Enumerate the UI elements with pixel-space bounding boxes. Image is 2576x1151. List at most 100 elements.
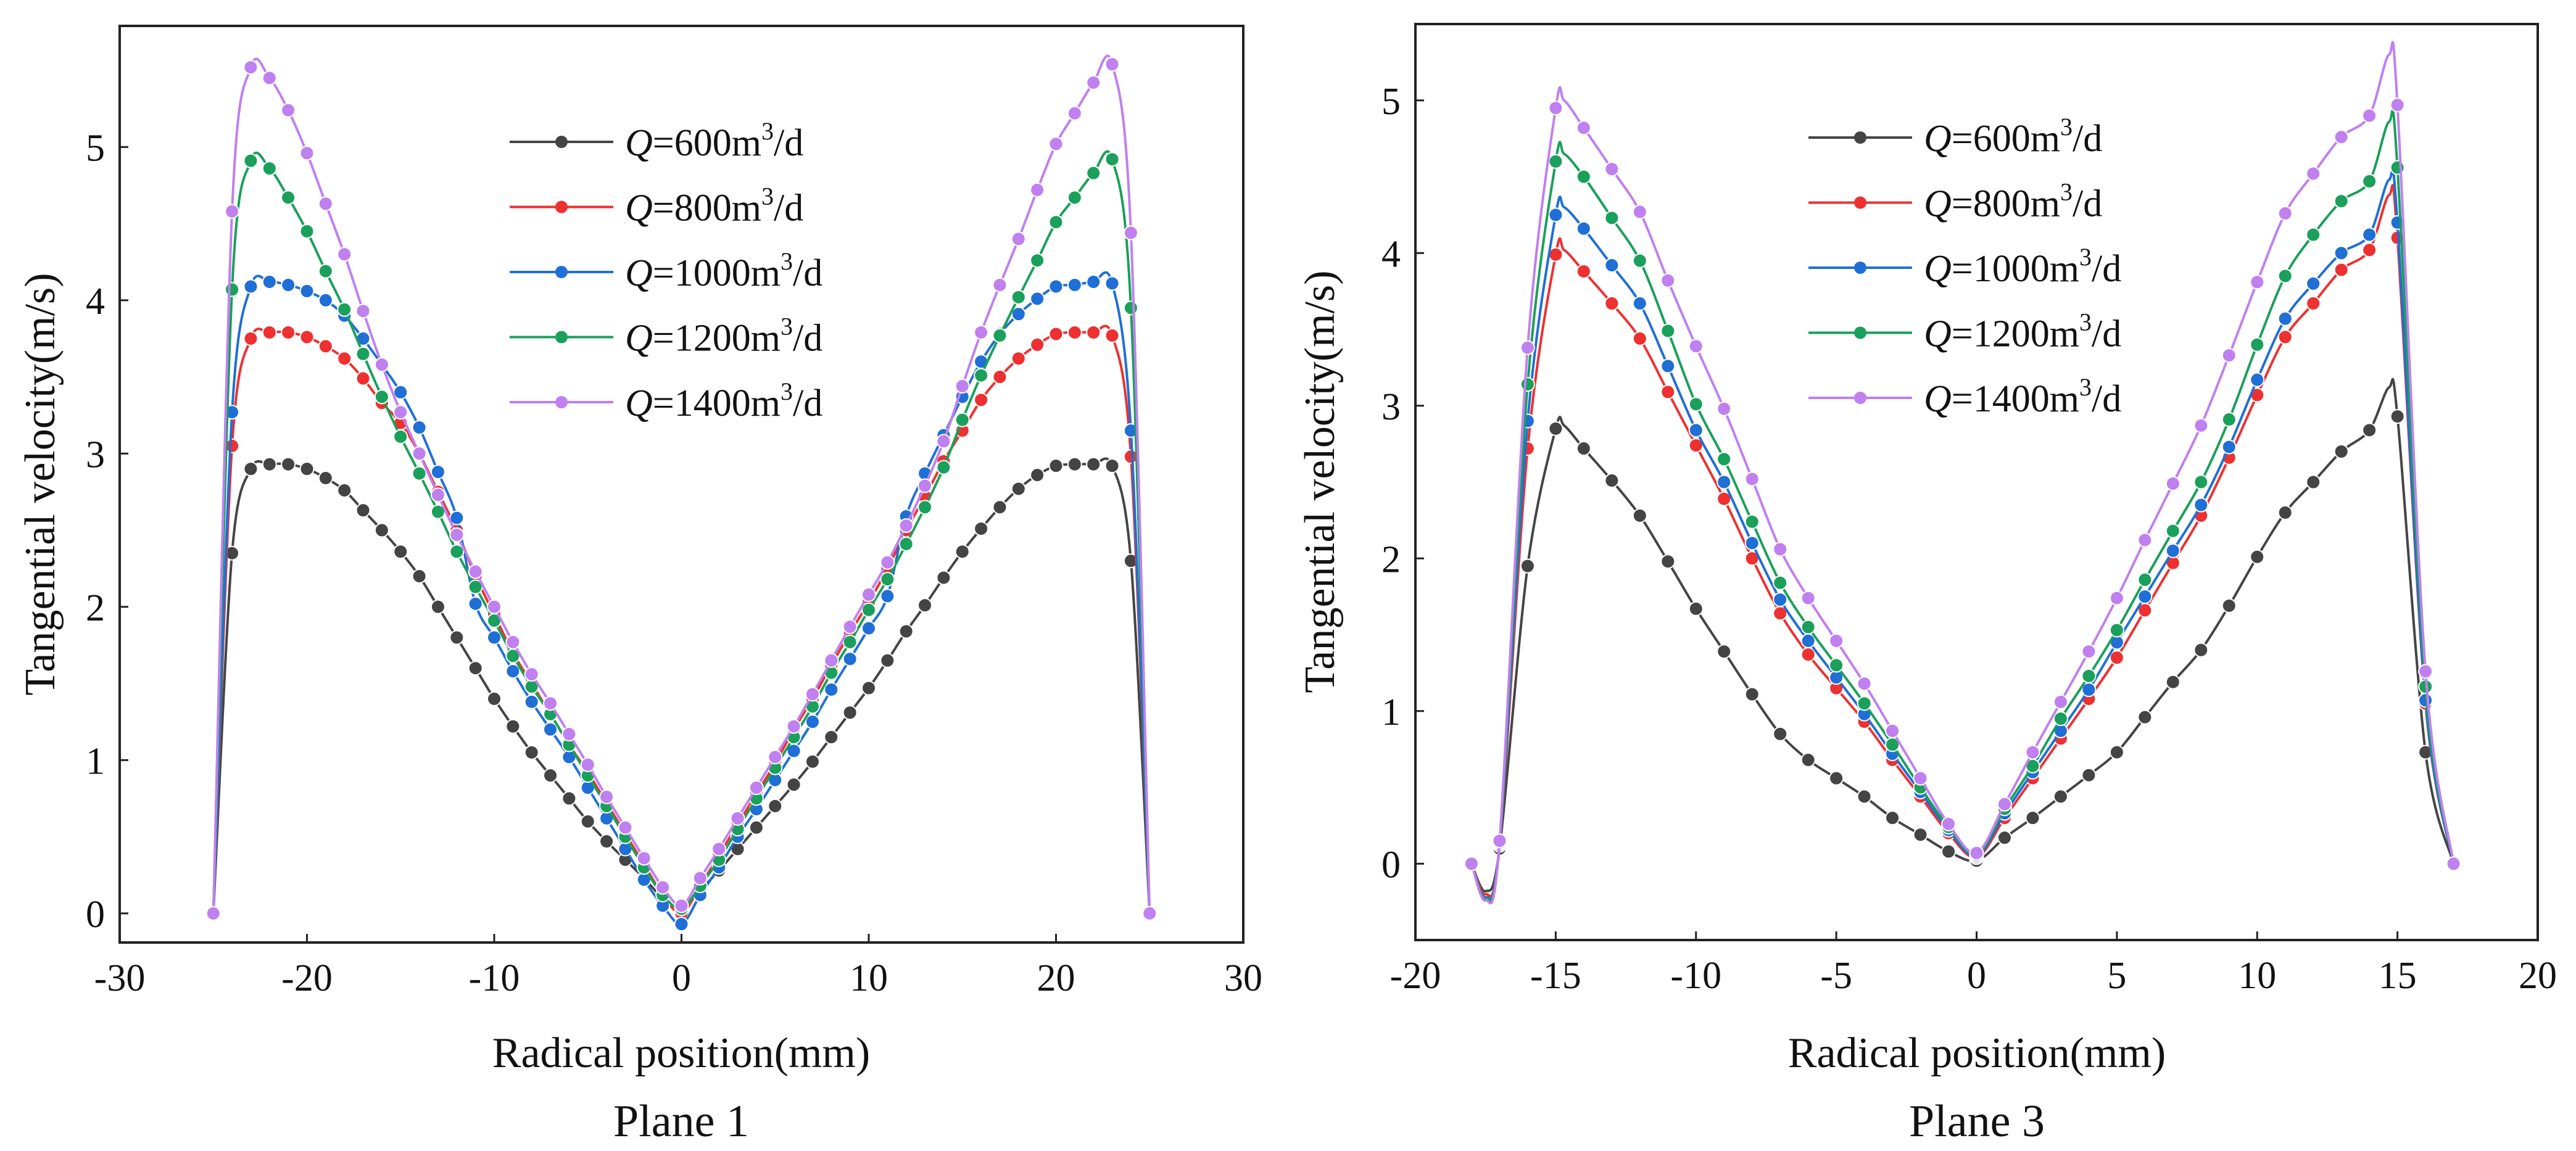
data-point bbox=[748, 820, 764, 835]
data-point bbox=[412, 420, 427, 435]
data-point bbox=[655, 880, 671, 895]
x-tick-label: 30 bbox=[1224, 957, 1262, 999]
data-point bbox=[412, 466, 427, 481]
plot-frame bbox=[1414, 23, 2539, 941]
data-point bbox=[243, 331, 259, 346]
data-point bbox=[1773, 575, 1788, 590]
data-point bbox=[992, 500, 1008, 515]
legend-marker bbox=[555, 200, 568, 213]
data-point bbox=[2306, 295, 2321, 311]
data-point bbox=[2362, 108, 2377, 123]
data-point bbox=[2334, 194, 2349, 209]
data-point bbox=[299, 461, 315, 477]
data-point bbox=[1011, 307, 1026, 322]
data-point bbox=[2362, 242, 2377, 258]
x-tick-label: 0 bbox=[1967, 955, 1986, 997]
data-point bbox=[281, 456, 296, 472]
legend-marker bbox=[1854, 326, 1866, 339]
series-line bbox=[212, 457, 1151, 914]
legend-marker bbox=[1854, 131, 1866, 144]
data-point bbox=[1067, 105, 1082, 121]
data-point bbox=[1744, 514, 1760, 529]
data-point bbox=[917, 598, 933, 613]
data-point bbox=[2334, 130, 2349, 145]
data-point bbox=[786, 719, 801, 734]
data-point bbox=[1576, 263, 1591, 279]
data-point bbox=[1030, 182, 1045, 197]
data-point bbox=[2250, 372, 2265, 387]
data-point bbox=[1576, 120, 1591, 136]
data-point bbox=[936, 460, 951, 475]
data-point bbox=[599, 833, 615, 849]
data-point bbox=[730, 811, 745, 826]
legend-label: Q=800m3/d bbox=[1924, 178, 2102, 225]
data-point bbox=[2362, 227, 2377, 242]
data-point bbox=[1632, 204, 1647, 220]
data-point bbox=[2137, 589, 2153, 604]
data-point bbox=[1520, 377, 1535, 392]
data-point bbox=[1717, 644, 1732, 659]
y-tick-label: 4 bbox=[1381, 233, 1401, 275]
data-point bbox=[561, 727, 577, 742]
x-tick-label: -5 bbox=[1820, 955, 1852, 997]
data-point bbox=[842, 651, 858, 667]
data-point bbox=[2053, 711, 2068, 727]
data-point bbox=[1717, 474, 1732, 490]
data-point bbox=[2250, 337, 2265, 352]
data-point bbox=[898, 518, 914, 534]
x-tick-label: -20 bbox=[281, 957, 333, 999]
data-point bbox=[1104, 57, 1120, 72]
data-point bbox=[1086, 324, 1101, 340]
legend-marker bbox=[1854, 262, 1866, 274]
data-point bbox=[2081, 767, 2097, 783]
data-point bbox=[674, 917, 689, 932]
data-point bbox=[1067, 190, 1082, 205]
data-point bbox=[487, 691, 502, 706]
data-point bbox=[225, 282, 240, 297]
data-point bbox=[412, 569, 427, 584]
y-tick-label: 3 bbox=[86, 434, 105, 476]
data-point bbox=[243, 279, 259, 294]
data-point bbox=[2446, 856, 2461, 872]
data-point bbox=[1104, 458, 1120, 474]
data-point bbox=[1520, 558, 1535, 574]
data-point bbox=[2418, 664, 2433, 679]
data-point bbox=[1464, 856, 1479, 872]
data-point bbox=[1520, 340, 1535, 355]
data-point bbox=[2277, 311, 2293, 326]
data-point bbox=[262, 161, 277, 176]
data-point bbox=[2334, 444, 2349, 459]
data-point bbox=[1011, 481, 1026, 497]
data-point bbox=[1067, 277, 1082, 292]
data-point bbox=[768, 749, 783, 765]
y-tick-label: 0 bbox=[1381, 844, 1401, 886]
data-point bbox=[430, 464, 445, 480]
data-point bbox=[768, 798, 783, 814]
data-point bbox=[880, 555, 895, 570]
data-point bbox=[2053, 694, 2068, 709]
y-axis-title: Tangential velocity(m/s) bbox=[1296, 270, 1344, 693]
data-point bbox=[824, 653, 839, 668]
data-point bbox=[1067, 324, 1082, 340]
data-point bbox=[1660, 358, 1676, 374]
data-point bbox=[1997, 796, 2012, 812]
data-point bbox=[1104, 276, 1120, 291]
legend-marker bbox=[555, 266, 568, 278]
data-point bbox=[430, 487, 445, 503]
data-point bbox=[1829, 633, 1844, 648]
data-point bbox=[337, 247, 352, 262]
data-point bbox=[2362, 173, 2377, 189]
y-tick-label: 1 bbox=[86, 740, 105, 782]
data-point bbox=[1123, 300, 1138, 316]
data-point bbox=[692, 870, 708, 886]
data-point bbox=[1576, 221, 1591, 236]
data-point bbox=[599, 789, 615, 804]
data-point bbox=[2025, 811, 2040, 825]
data-point bbox=[1800, 633, 1816, 648]
data-point bbox=[1660, 323, 1676, 339]
data-point bbox=[318, 339, 333, 354]
data-point bbox=[393, 405, 408, 420]
data-point bbox=[468, 564, 483, 579]
data-point bbox=[1604, 473, 1620, 489]
data-point bbox=[2165, 543, 2180, 558]
